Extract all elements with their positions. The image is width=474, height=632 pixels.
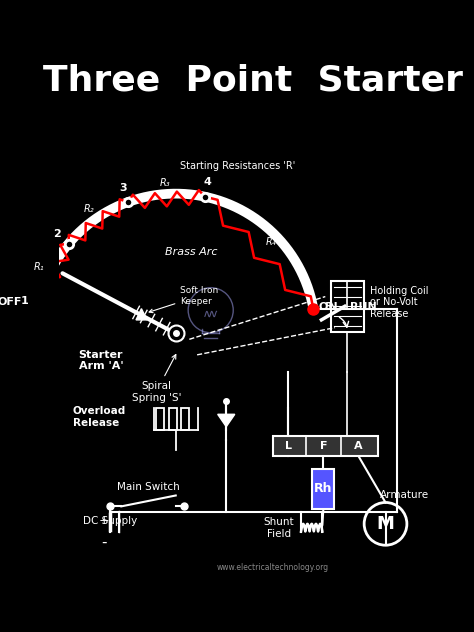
Text: 2: 2 [54, 229, 61, 239]
Text: R₃: R₃ [160, 178, 171, 188]
Text: Overload
Release: Overload Release [73, 406, 126, 428]
Text: DC Supply: DC Supply [82, 516, 137, 526]
Polygon shape [218, 415, 235, 427]
Text: 4: 4 [204, 177, 212, 187]
Text: -: - [101, 535, 107, 550]
Bar [169, 408, 176, 430]
Bar [312, 469, 334, 509]
Text: 3: 3 [119, 183, 127, 193]
Text: A: A [354, 441, 363, 451]
Text: Main Switch: Main Switch [117, 482, 180, 492]
Text: F: F [319, 441, 327, 451]
Text: R₂: R₂ [83, 205, 94, 214]
Text: ON - RUN: ON - RUN [319, 302, 377, 312]
Text: Armature: Armature [380, 490, 429, 500]
Text: R₁: R₁ [34, 262, 45, 272]
Text: Spiral
Spring 'S': Spiral Spring 'S' [132, 355, 181, 403]
Bar [273, 437, 378, 456]
Bar [181, 408, 189, 430]
Text: Shunt
Field: Shunt Field [264, 517, 294, 538]
Text: R₄: R₄ [265, 236, 276, 246]
Text: M: M [376, 515, 394, 533]
Polygon shape [136, 308, 147, 320]
Text: Three  Point  Starter: Three Point Starter [44, 64, 464, 98]
Text: Starting Resistances 'R': Starting Resistances 'R' [180, 161, 295, 171]
Text: www.electricaltechnology.org: www.electricaltechnology.org [217, 563, 329, 572]
Bar [156, 408, 164, 430]
Text: L: L [285, 441, 292, 451]
Text: Starter
Arm 'A': Starter Arm 'A' [79, 350, 123, 372]
Bar [331, 281, 364, 332]
Text: Rh: Rh [314, 482, 333, 495]
Text: 5: 5 [324, 301, 332, 312]
Text: Brass Arc: Brass Arc [165, 247, 218, 257]
Text: OFF: OFF [0, 298, 21, 307]
Text: 1: 1 [21, 296, 28, 307]
Text: Holding Coil
or No-Volt
Release: Holding Coil or No-Volt Release [370, 286, 428, 319]
Text: +: + [99, 514, 109, 527]
Text: Soft Iron
Keeper: Soft Iron Keeper [149, 286, 219, 313]
